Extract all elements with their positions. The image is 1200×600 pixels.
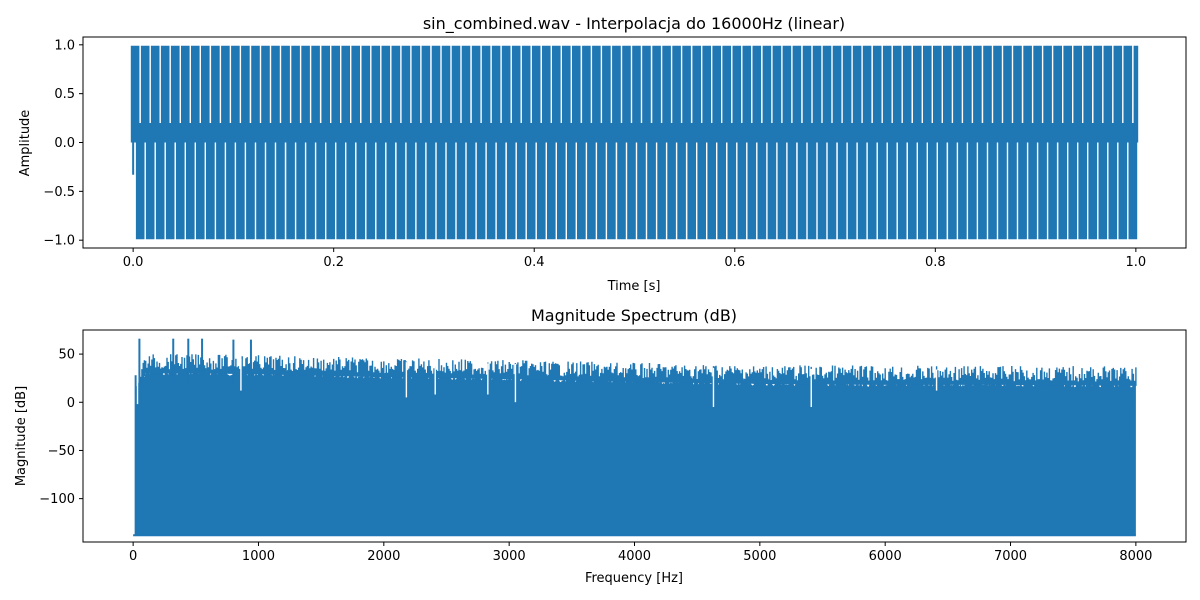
waveform-y-tick-label: −0.5 — [43, 185, 75, 200]
spectrum-x-tick-label: 3000 — [493, 549, 526, 564]
waveform-title: sin_combined.wav - Interpolacja do 16000… — [423, 14, 845, 34]
spectrum-y-tick-label: −50 — [48, 444, 75, 459]
spectrum-x-tick-label: 7000 — [994, 549, 1027, 564]
waveform-x-label: Time [s] — [607, 279, 661, 294]
waveform-y-tick-label: −1.0 — [43, 234, 75, 249]
spectrum-x-tick-label: 5000 — [743, 549, 776, 564]
spectrum-plot-area — [133, 338, 1137, 537]
waveform-x-tick-label: 0.6 — [724, 255, 745, 270]
waveform-x-tick-label: 0.2 — [323, 255, 344, 270]
waveform-x-tick-label: 0.4 — [524, 255, 545, 270]
spectrum-y-label: Magnitude [dB] — [14, 386, 29, 486]
spectrum-x-ticks: 0 1000 2000 3000 4000 5000 6000 7000 8000 — [129, 542, 1152, 564]
spectrum-title: Magnitude Spectrum (dB) — [531, 306, 737, 325]
spectrum-y-ticks: −100 −50 0 50 — [39, 348, 83, 507]
waveform-panel: sin_combined.wav - Interpolacja do 16000… — [18, 14, 1187, 294]
spectrum-x-tick-label: 2000 — [367, 549, 400, 564]
waveform-y-ticks: −1.0 −0.5 0.0 0.5 1.0 — [43, 38, 83, 249]
spectrum-x-tick-label: 4000 — [618, 549, 651, 564]
spectrum-y-tick-label: −100 — [39, 492, 75, 507]
spectrum-y-tick-label: 0 — [67, 396, 75, 411]
waveform-series-line — [130, 45, 1139, 240]
spectrum-x-tick-label: 1000 — [242, 549, 275, 564]
waveform-x-tick-label: 1.0 — [1126, 255, 1147, 270]
waveform-x-tick-label: 0.8 — [925, 255, 946, 270]
waveform-y-tick-label: 0.0 — [54, 136, 75, 151]
spectrum-x-tick-label: 0 — [129, 549, 137, 564]
spectrum-fill-area — [135, 368, 1136, 536]
waveform-y-tick-label: 0.5 — [54, 87, 75, 102]
waveform-y-label: Amplitude — [18, 110, 33, 177]
spectrum-y-tick-label: 50 — [58, 348, 75, 363]
waveform-x-tick-label: 0.0 — [123, 255, 144, 270]
spectrum-x-label: Frequency [Hz] — [585, 571, 683, 586]
spectrum-panel: Magnitude Spectrum (dB) 0 1000 2000 3000 400… — [14, 306, 1187, 586]
spectrum-x-tick-label: 6000 — [869, 549, 902, 564]
spectrum-x-tick-label: 8000 — [1119, 549, 1152, 564]
waveform-plot-area — [130, 45, 1139, 240]
waveform-y-tick-label: 1.0 — [54, 38, 75, 53]
waveform-x-ticks: 0.0 0.2 0.4 0.6 0.8 1.0 — [123, 248, 1146, 270]
